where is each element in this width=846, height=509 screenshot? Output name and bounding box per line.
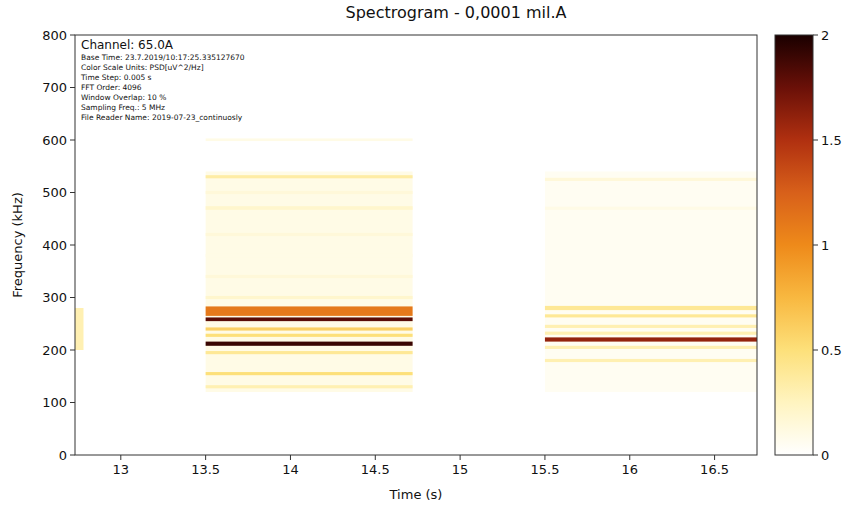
cell bbox=[206, 342, 413, 346]
cell bbox=[545, 346, 757, 349]
x-tick bbox=[629, 455, 630, 460]
x-tick-label: 13 bbox=[113, 462, 130, 477]
colorbar-tick bbox=[813, 350, 818, 351]
x-tick bbox=[714, 455, 715, 460]
cells bbox=[75, 138, 757, 392]
info-line: Color Scale Units: PSD[uV^2/Hz] bbox=[81, 63, 204, 72]
cell bbox=[206, 175, 413, 178]
y-tick bbox=[70, 192, 75, 193]
cell bbox=[545, 332, 757, 335]
x-tick bbox=[205, 455, 206, 460]
info-line: FFT Order: 4096 bbox=[81, 83, 142, 92]
x-tick-label: 14 bbox=[282, 462, 299, 477]
colorbar-tick-label: 1.5 bbox=[821, 133, 842, 148]
x-tick-label: 15.5 bbox=[530, 462, 559, 477]
x-tick-label: 16 bbox=[621, 462, 638, 477]
y-tick bbox=[70, 87, 75, 88]
info-line: Sampling Freq.: 5 MHz bbox=[81, 103, 165, 112]
info-line: File Reader Name: 2019-07-23_continuosly bbox=[81, 113, 243, 122]
y-tick-label: 600 bbox=[42, 133, 67, 148]
cell bbox=[545, 207, 757, 210]
cell bbox=[545, 359, 757, 362]
cell bbox=[545, 337, 757, 341]
cell bbox=[545, 325, 757, 328]
x-tick bbox=[544, 455, 545, 460]
y-tick-label: 100 bbox=[42, 395, 67, 410]
cell bbox=[206, 275, 413, 278]
y-axis-title: Frequency (kHz) bbox=[10, 192, 25, 298]
x-tick bbox=[375, 455, 376, 460]
cell bbox=[206, 351, 413, 354]
cell bbox=[206, 327, 413, 330]
info-line: Channel: 65.0A bbox=[81, 38, 174, 52]
colorbar-tick-label: 2 bbox=[821, 28, 829, 43]
colorbar-tick-label: 0 bbox=[821, 448, 829, 463]
y-tick-label: 800 bbox=[42, 28, 67, 43]
y-tick-label: 700 bbox=[42, 80, 67, 95]
y-tick bbox=[70, 35, 75, 36]
y-tick-label: 500 bbox=[42, 185, 67, 200]
y-tick-label: 300 bbox=[42, 290, 67, 305]
cell bbox=[206, 372, 413, 375]
x-tick bbox=[120, 455, 121, 460]
x-tick bbox=[290, 455, 291, 460]
cell bbox=[206, 206, 413, 210]
info-line: Time Step: 0.005 s bbox=[80, 73, 152, 82]
x-tick-label: 13.5 bbox=[191, 462, 220, 477]
cell bbox=[206, 306, 413, 315]
colorbar-tick bbox=[813, 245, 818, 246]
colorbar-tick bbox=[813, 455, 818, 456]
y-tick bbox=[70, 245, 75, 246]
y-tick-label: 0 bbox=[59, 448, 67, 463]
colorbar bbox=[775, 35, 813, 455]
info-line: Base Time: 23.7.2019/10:17:25.335127670 bbox=[81, 53, 245, 62]
x-tick-label: 16.5 bbox=[700, 462, 729, 477]
y-tick bbox=[70, 455, 75, 456]
info-line: Window Overlap: 10 % bbox=[81, 93, 166, 102]
cell bbox=[206, 191, 413, 194]
y-tick bbox=[70, 402, 75, 403]
cell bbox=[206, 138, 413, 141]
x-tick-label: 14.5 bbox=[361, 462, 390, 477]
cell bbox=[206, 334, 413, 337]
plot-frame bbox=[75, 35, 757, 455]
colorbar-tick-label: 1 bbox=[821, 238, 829, 253]
cell bbox=[206, 385, 413, 388]
cell bbox=[206, 317, 413, 321]
cell bbox=[545, 314, 757, 317]
cell bbox=[545, 178, 757, 181]
cell bbox=[206, 233, 413, 236]
colorbar-tick-label: 0.5 bbox=[821, 343, 842, 358]
colorbar-tick bbox=[813, 140, 818, 141]
y-tick bbox=[70, 297, 75, 298]
x-axis-title: Time (s) bbox=[389, 487, 443, 502]
chart: 13 13.5 14 14.5 15 15.5 16 16.5 0 100 200 300 400 500… bbox=[0, 0, 846, 509]
cell bbox=[75, 308, 83, 350]
y-tick-label: 200 bbox=[42, 343, 67, 358]
x-tick-label: 15 bbox=[452, 462, 469, 477]
cell bbox=[206, 172, 413, 393]
colorbar-tick bbox=[813, 35, 818, 36]
x-tick bbox=[460, 455, 461, 460]
cell bbox=[545, 172, 757, 393]
y-tick-label: 400 bbox=[42, 238, 67, 253]
cell bbox=[206, 296, 413, 299]
plot-background bbox=[75, 35, 757, 455]
title: Spectrogram - 0,0001 mil.A bbox=[346, 3, 567, 22]
cell bbox=[206, 254, 413, 257]
y-tick bbox=[70, 350, 75, 351]
y-tick bbox=[70, 140, 75, 141]
cell bbox=[545, 306, 757, 310]
